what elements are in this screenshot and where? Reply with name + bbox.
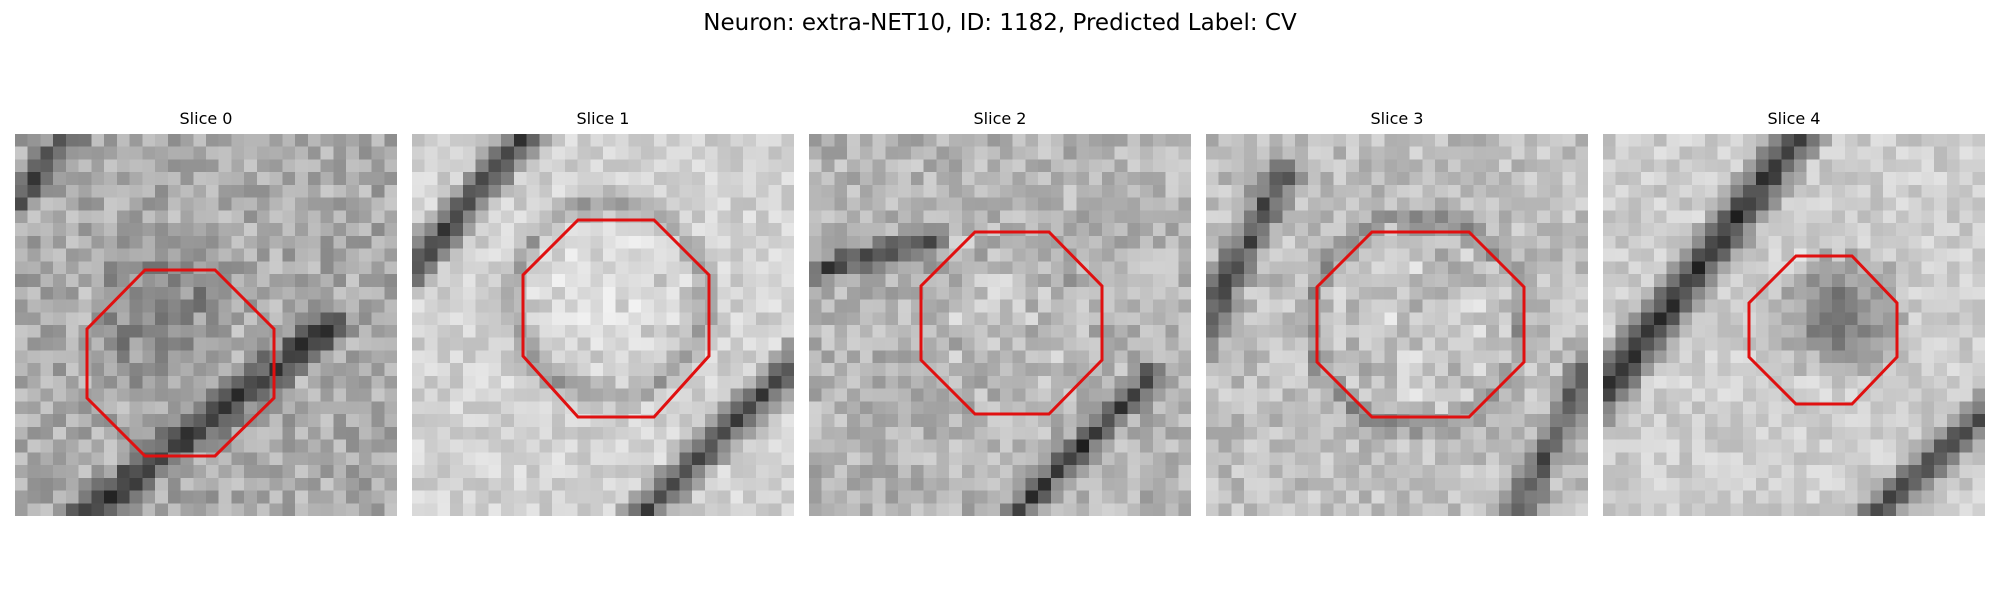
slice-image-1: [412, 134, 794, 516]
slice-image-4: [1603, 134, 1985, 516]
roi-octagon-4: [1747, 254, 1899, 406]
figure-title: Neuron: extra-NET10, ID: 1182, Predicted…: [703, 10, 1297, 36]
slice-image-3: [1206, 134, 1588, 516]
roi-octagon-2: [919, 230, 1104, 416]
slice-title-0: Slice 0: [179, 109, 233, 128]
slice-image-0: [15, 134, 397, 516]
slice-grayscale-canvas-2: [809, 134, 1191, 516]
slice-title-2: Slice 2: [973, 109, 1027, 128]
slice-image-2: [809, 134, 1191, 516]
slice-roi-overlay-1: [521, 218, 711, 419]
roi-octagon-1: [521, 218, 711, 419]
slice-roi-overlay-4: [1747, 254, 1899, 406]
slice-grayscale-canvas-0: [15, 134, 397, 516]
slice-title-3: Slice 3: [1370, 109, 1424, 128]
slice-title-4: Slice 4: [1767, 109, 1821, 128]
slice-roi-overlay-2: [919, 230, 1104, 416]
slice-title-1: Slice 1: [576, 109, 630, 128]
slice-grayscale-canvas-4: [1603, 134, 1985, 516]
roi-octagon-3: [1315, 230, 1526, 419]
slice-grayscale-canvas-1: [412, 134, 794, 516]
slice-roi-overlay-0: [85, 268, 276, 458]
roi-octagon-0: [85, 268, 276, 458]
slice-roi-overlay-3: [1315, 230, 1526, 419]
